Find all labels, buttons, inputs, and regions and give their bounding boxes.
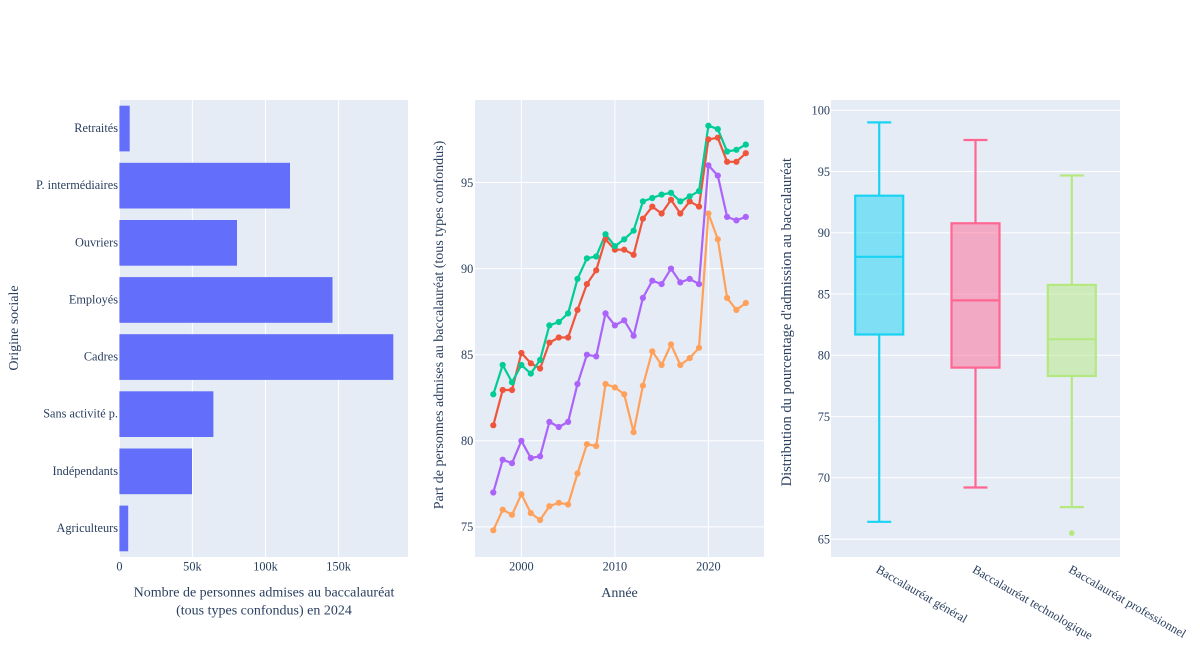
svg-text:50k: 50k [183, 559, 202, 573]
svg-text:80: 80 [461, 434, 473, 448]
svg-text:2010: 2010 [603, 559, 628, 573]
svg-text:2000: 2000 [509, 559, 534, 573]
svg-text:100: 100 [812, 104, 830, 118]
svg-text:95: 95 [461, 176, 473, 190]
svg-text:80: 80 [818, 349, 830, 363]
svg-text:Sans activité p.: Sans activité p. [43, 407, 118, 421]
svg-text:100k: 100k [253, 559, 278, 573]
svg-text:90: 90 [461, 262, 473, 276]
svg-text:85: 85 [818, 287, 830, 301]
svg-text:Part de personnes admises au b: Part de personnes admises au baccalauréa… [432, 140, 447, 509]
svg-text:Retraités: Retraités [74, 121, 118, 135]
svg-text:(tous types confondus) en 2024: (tous types confondus) en 2024 [176, 604, 352, 619]
svg-text:Nombre de personnes admises au: Nombre de personnes admises au baccalaur… [134, 586, 395, 601]
svg-text:P. intermédiaires: P. intermédiaires [36, 178, 118, 192]
svg-text:Employés: Employés [69, 292, 118, 306]
svg-text:90: 90 [818, 226, 830, 240]
svg-text:Année: Année [601, 586, 638, 601]
svg-text:Agriculteurs: Agriculteurs [57, 521, 119, 535]
svg-text:70: 70 [818, 471, 830, 485]
svg-text:95: 95 [818, 165, 830, 179]
svg-text:85: 85 [461, 348, 473, 362]
svg-text:Cadres: Cadres [84, 350, 118, 364]
svg-text:Distribution du pourcentage d': Distribution du pourcentage d'admission … [779, 158, 795, 486]
svg-text:0: 0 [116, 559, 122, 573]
svg-text:Origine sociale: Origine sociale [7, 285, 22, 370]
svg-text:Ouvriers: Ouvriers [75, 235, 118, 249]
svg-text:150k: 150k [326, 559, 351, 573]
svg-text:65: 65 [818, 532, 830, 546]
svg-text:75: 75 [461, 520, 473, 534]
svg-text:Indépendants: Indépendants [52, 464, 118, 478]
svg-text:2020: 2020 [696, 559, 721, 573]
svg-text:75: 75 [818, 410, 830, 424]
